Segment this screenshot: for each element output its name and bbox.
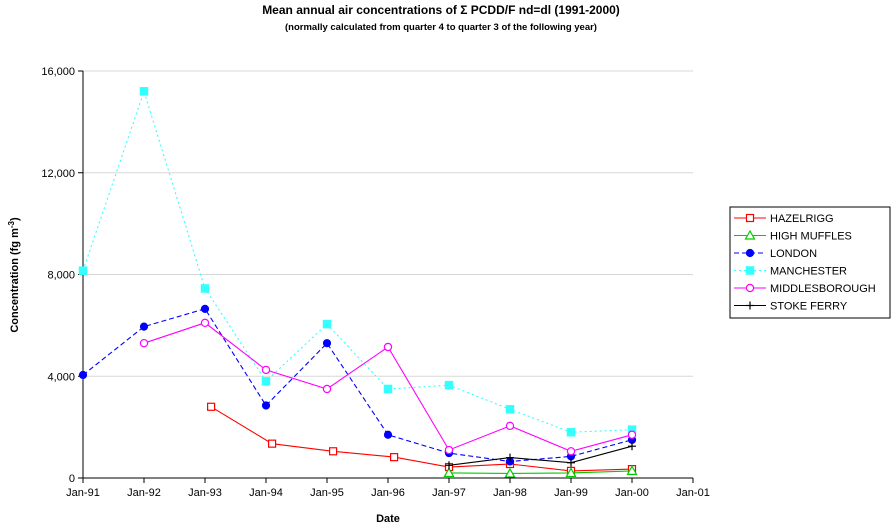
data-point-middlesborough [444, 445, 454, 455]
legend-item-hazelrigg: HAZELRIGG [734, 213, 834, 225]
legend-item-high-muffles: HIGH MUFFLES [734, 229, 852, 243]
data-point-middlesborough [261, 365, 271, 375]
x-axis-ticks: Jan-91 Jan-92 Jan-93 Jan-94 Jan-95 Jan-96 Jan-… [66, 487, 710, 499]
legend-label: HIGH MUFFLES [770, 231, 852, 243]
data-point-middlesborough [383, 342, 393, 352]
y-axis-title: Concentration (fg m-3) [7, 217, 22, 333]
data-point-london [200, 304, 210, 313]
y-axis-title-end: ) [9, 217, 21, 221]
data-point-middlesborough [322, 384, 332, 394]
legend-label: STOKE FERRY [770, 301, 848, 313]
series-layer [78, 87, 638, 478]
legend-box [729, 206, 891, 319]
legend-label: LONDON [770, 248, 817, 260]
legend-item-middlesborough: MIDDLESBOROUGH [734, 283, 876, 295]
data-point-middlesborough [566, 447, 576, 456]
data-point-middlesborough [139, 338, 149, 348]
x-tick-label: Jan-97 [432, 487, 466, 499]
legend-item-stoke-ferry: STOKE FERRY [734, 301, 848, 313]
legend-marker [745, 213, 755, 223]
y-tick-label: 16,000 [41, 66, 75, 78]
data-point-hazelrigg [390, 453, 399, 462]
y-tick-label: 8,000 [47, 270, 75, 282]
series-line-high-muffles [448, 470, 633, 474]
data-point-manchester [383, 384, 393, 394]
data-point-london [383, 430, 393, 439]
legend: HAZELRIGG HIGH MUFFLES LONDON MANCHESTER MID… [729, 206, 891, 319]
y-axis-title-text: Concentration (fg m [9, 228, 21, 333]
data-point-manchester [505, 405, 515, 414]
series-london [78, 304, 637, 466]
x-tick-label: Jan-92 [127, 487, 161, 499]
y-tick-label: 4,000 [47, 371, 75, 383]
y-tick-label: 12,000 [41, 168, 75, 180]
legend-marker [745, 266, 755, 275]
data-point-manchester [200, 284, 210, 293]
legend-item-manchester: MANCHESTER [734, 266, 847, 278]
data-point-stoke-ferry [445, 461, 453, 470]
x-tick-label: Jan-93 [188, 487, 222, 499]
legend-marker [746, 301, 754, 310]
data-point-manchester [444, 380, 454, 390]
data-point-hazelrigg [207, 402, 216, 411]
series-line-london [82, 308, 633, 463]
data-point-middlesborough [505, 421, 515, 431]
x-tick-label: Jan-00 [615, 487, 649, 499]
series-high-muffles [443, 465, 638, 478]
data-point-high-muffles [565, 467, 577, 478]
data-point-london [261, 401, 271, 410]
data-point-high-muffles [504, 467, 516, 478]
data-point-middlesborough [200, 318, 210, 328]
y-axis-ticks: 0 4,000 8,000 12,000 16,000 [41, 66, 75, 485]
legend-marker [745, 283, 755, 293]
legend-marker [745, 248, 755, 258]
data-point-manchester [139, 87, 149, 96]
data-point-high-muffles [443, 467, 455, 478]
data-point-stoke-ferry [567, 458, 575, 467]
data-point-london [78, 370, 88, 380]
data-point-hazelrigg [329, 447, 338, 456]
series-line-manchester [82, 89, 633, 433]
data-point-manchester [78, 266, 88, 275]
chart-title: Mean annual air concentrations of Σ PCDD… [262, 3, 620, 17]
data-point-middlesborough [627, 430, 637, 439]
data-point-manchester [261, 377, 271, 386]
data-point-hazelrigg [268, 439, 277, 448]
data-point-manchester [566, 427, 576, 437]
data-point-stoke-ferry [628, 442, 636, 451]
data-point-stoke-ferry [506, 453, 514, 462]
x-tick-label: Jan-01 [676, 487, 710, 499]
data-point-london [322, 339, 332, 348]
series-line-stoke-ferry [448, 445, 633, 466]
x-tick-label: Jan-91 [66, 487, 100, 499]
x-tick-label: Jan-99 [554, 487, 588, 499]
legend-label: MANCHESTER [770, 266, 847, 278]
x-tick-label: Jan-95 [310, 487, 344, 499]
legend-label: HAZELRIGG [770, 213, 834, 225]
legend-item-london: LONDON [734, 248, 817, 260]
plot-gridlines [83, 70, 693, 377]
data-point-manchester [322, 319, 332, 329]
legend-label: MIDDLESBOROUGH [770, 283, 876, 295]
chart-subtitle: (normally calculated from quarter 4 to q… [285, 22, 597, 33]
data-point-high-muffles [626, 465, 638, 475]
x-tick-label: Jan-98 [493, 487, 527, 499]
x-tick-label: Jan-94 [249, 487, 283, 499]
series-middlesborough [139, 318, 637, 456]
y-axis-title-sup: -3 [7, 220, 16, 228]
series-stoke-ferry [445, 442, 636, 470]
legend-marker [744, 229, 756, 240]
x-axis-title: Date [376, 513, 400, 525]
y-tick-label: 0 [69, 473, 75, 485]
data-point-london [139, 322, 149, 331]
series-manchester [78, 87, 637, 437]
series-line-hazelrigg [210, 406, 633, 472]
plot-axes [78, 70, 694, 483]
x-tick-label: Jan-96 [371, 487, 405, 499]
